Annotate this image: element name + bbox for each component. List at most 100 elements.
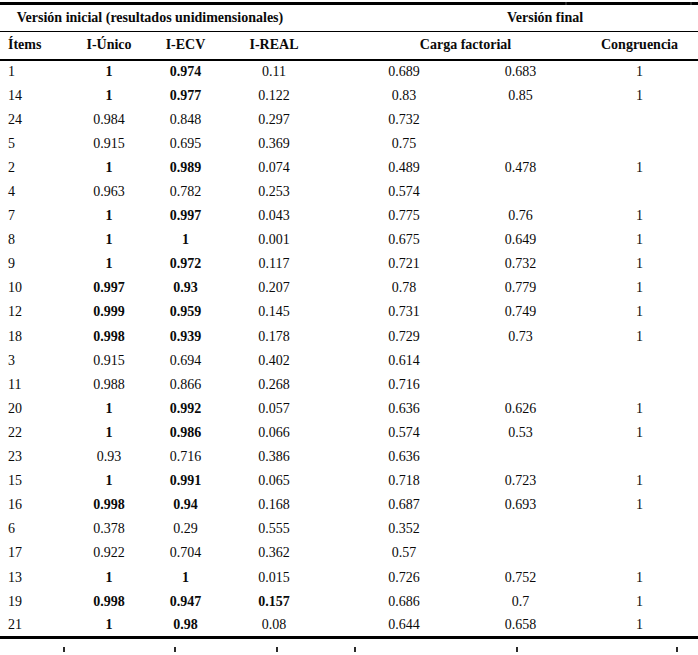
tick-mark [676, 647, 678, 652]
table-row: 18 0.998 0.939 0.178 0.729 0.73 1 [0, 325, 698, 349]
cell-congruencia [563, 373, 698, 397]
cell-carga-factorial-1: 0.686 [330, 590, 478, 614]
column-header-row: Ítems I-Único I-ECV I-REAL Carga factori… [0, 32, 698, 60]
cell-carga-factorial-1: 0.675 [330, 228, 478, 252]
cell-i-real: 0.297 [218, 108, 330, 132]
table-row: 4 0.963 0.782 0.253 0.574 [0, 180, 698, 204]
cell-item: 1 [0, 60, 65, 84]
cell-congruencia: 1 [563, 276, 698, 300]
cell-carga-factorial-1: 0.732 [330, 108, 478, 132]
cell-carga-factorial-2 [478, 108, 563, 132]
cell-i-unico: 1 [65, 156, 153, 180]
cell-congruencia: 1 [563, 228, 698, 252]
cell-item: 2 [0, 156, 65, 180]
column-header-i-ecv: I-ECV [153, 32, 218, 60]
cell-i-ecv: 0.989 [153, 156, 218, 180]
cell-carga-factorial-2 [478, 132, 563, 156]
group-header-version-final: Versión final [330, 4, 698, 32]
cell-carga-factorial-2 [478, 517, 563, 541]
cell-i-real: 0.074 [218, 156, 330, 180]
cell-item: 21 [0, 614, 65, 638]
table-row: 23 0.93 0.716 0.386 0.636 [0, 445, 698, 469]
cell-congruencia: 1 [563, 590, 698, 614]
table-head: Versión inicial (resultados unidimension… [0, 4, 698, 60]
cell-carga-factorial-1: 0.731 [330, 300, 478, 324]
cell-item: 18 [0, 325, 65, 349]
cell-carga-factorial-2: 0.693 [478, 493, 563, 517]
cell-i-real: 0.117 [218, 252, 330, 276]
cell-item: 5 [0, 132, 65, 156]
cell-i-ecv: 0.986 [153, 421, 218, 445]
cell-i-unico: 1 [65, 469, 153, 493]
cell-i-unico: 0.915 [65, 349, 153, 373]
cell-item: 14 [0, 84, 65, 108]
cell-i-ecv: 0.991 [153, 469, 218, 493]
cell-carga-factorial-1: 0.721 [330, 252, 478, 276]
group-header-version-inicial: Versión inicial (resultados unidimension… [0, 4, 330, 32]
cell-carga-factorial-2 [478, 541, 563, 565]
cell-carga-factorial-1: 0.775 [330, 204, 478, 228]
table-row: 1 1 0.974 0.11 0.689 0.683 1 [0, 60, 698, 84]
cell-item: 22 [0, 421, 65, 445]
column-header-i-real: I-REAL [218, 32, 330, 60]
cell-i-real: 0.043 [218, 204, 330, 228]
cell-congruencia [563, 108, 698, 132]
cell-i-real: 0.11 [218, 60, 330, 84]
cell-i-ecv: 0.695 [153, 132, 218, 156]
cell-congruencia: 1 [563, 84, 698, 108]
cell-i-real: 0.001 [218, 228, 330, 252]
cell-i-unico: 1 [65, 84, 153, 108]
cell-congruencia: 1 [563, 325, 698, 349]
results-table: Versión inicial (resultados unidimension… [0, 2, 698, 639]
cell-i-ecv: 0.93 [153, 276, 218, 300]
cell-i-ecv: 0.947 [153, 590, 218, 614]
cell-i-unico: 0.915 [65, 132, 153, 156]
cell-i-unico: 0.922 [65, 541, 153, 565]
cell-carga-factorial-1: 0.78 [330, 276, 478, 300]
cell-i-real: 0.362 [218, 541, 330, 565]
cell-i-unico: 0.378 [65, 517, 153, 541]
cell-carga-factorial-1: 0.57 [330, 541, 478, 565]
cell-carga-factorial-2: 0.85 [478, 84, 563, 108]
cell-i-real: 0.178 [218, 325, 330, 349]
table-row: 16 0.998 0.94 0.168 0.687 0.693 1 [0, 493, 698, 517]
cell-carga-factorial-1: 0.574 [330, 180, 478, 204]
cell-i-ecv: 0.959 [153, 300, 218, 324]
cell-carga-factorial-1: 0.644 [330, 614, 478, 638]
cell-i-real: 0.145 [218, 300, 330, 324]
cell-item: 7 [0, 204, 65, 228]
cell-carga-factorial-1: 0.687 [330, 493, 478, 517]
cell-carga-factorial-1: 0.352 [330, 517, 478, 541]
cell-carga-factorial-2: 0.723 [478, 469, 563, 493]
tick-mark [516, 647, 518, 652]
tick-mark [174, 647, 176, 652]
cell-i-real: 0.065 [218, 469, 330, 493]
cell-item: 17 [0, 541, 65, 565]
cell-item: 12 [0, 300, 65, 324]
table-row: 2 1 0.989 0.074 0.489 0.478 1 [0, 156, 698, 180]
table-row: 22 1 0.986 0.066 0.574 0.53 1 [0, 421, 698, 445]
cell-carga-factorial-2 [478, 445, 563, 469]
column-header-congruencia: Congruencia [563, 32, 698, 60]
cell-i-ecv: 0.716 [153, 445, 218, 469]
cell-congruencia [563, 132, 698, 156]
cell-i-ecv: 0.848 [153, 108, 218, 132]
cell-i-real: 0.157 [218, 590, 330, 614]
cell-i-ecv: 1 [153, 565, 218, 589]
cell-carga-factorial-2: 0.649 [478, 228, 563, 252]
table-row: 10 0.997 0.93 0.207 0.78 0.779 1 [0, 276, 698, 300]
cell-item: 13 [0, 565, 65, 589]
table-row: 19 0.998 0.947 0.157 0.686 0.7 1 [0, 590, 698, 614]
column-header-carga-factorial: Carga factorial [330, 32, 563, 60]
table-row: 8 1 1 0.001 0.675 0.649 1 [0, 228, 698, 252]
cell-congruencia: 1 [563, 614, 698, 638]
cell-i-ecv: 0.704 [153, 541, 218, 565]
table-row: 15 1 0.991 0.065 0.718 0.723 1 [0, 469, 698, 493]
cell-i-ecv: 0.997 [153, 204, 218, 228]
cell-carga-factorial-2: 0.749 [478, 300, 563, 324]
table-row: 21 1 0.98 0.08 0.644 0.658 1 [0, 614, 698, 638]
cell-carga-factorial-1: 0.636 [330, 397, 478, 421]
cell-congruencia: 1 [563, 60, 698, 84]
cell-i-unico: 0.93 [65, 445, 153, 469]
cell-item: 11 [0, 373, 65, 397]
